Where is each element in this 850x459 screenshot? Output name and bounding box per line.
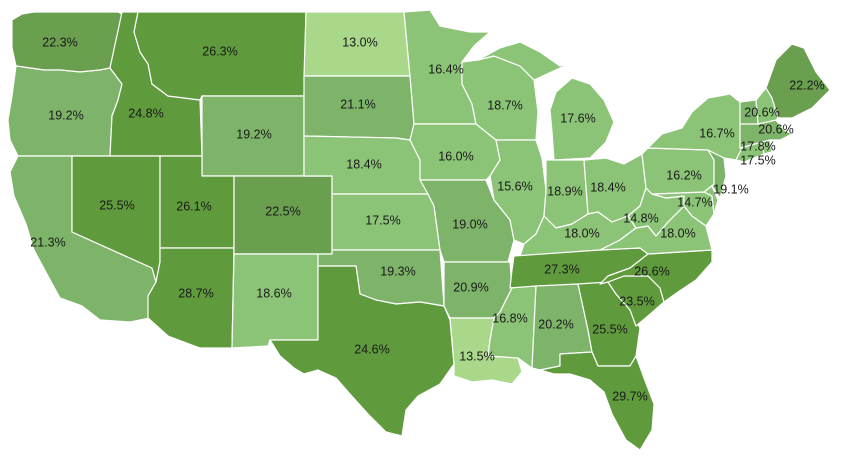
value-label-SD: 21.1% <box>340 97 375 111</box>
value-label-MT: 26.3% <box>202 44 237 58</box>
value-label-PA: 16.2% <box>666 168 701 182</box>
value-label-KY: 18.0% <box>564 226 599 240</box>
state-NM[interactable] <box>231 253 319 349</box>
value-label-CO: 22.5% <box>265 204 300 218</box>
value-label-IL: 15.6% <box>497 179 532 193</box>
state-FL[interactable] <box>539 351 655 451</box>
value-label-NY: 16.7% <box>699 126 734 140</box>
state-NJ[interactable] <box>707 149 727 199</box>
value-label-ID: 24.8% <box>128 106 163 120</box>
state-NY[interactable] <box>647 93 743 161</box>
value-label-OR: 19.2% <box>48 108 83 122</box>
lake-michigan <box>538 82 556 160</box>
state-value-labels: 22.3% 19.2% 21.3% 24.8% 25.5% 26.3% 19.2% 26.1%… <box>30 35 824 403</box>
value-label-VA: 18.0% <box>660 226 695 240</box>
value-label-MI: 17.6% <box>560 111 595 125</box>
value-label-NE: 18.4% <box>346 157 381 171</box>
state-TX[interactable] <box>269 265 455 437</box>
value-label-UT: 26.1% <box>176 199 211 213</box>
value-label-WA: 22.3% <box>42 35 77 49</box>
value-label-GA: 25.5% <box>592 322 627 336</box>
value-label-FL: 29.7% <box>612 389 647 403</box>
value-label-MS: 16.8% <box>492 311 527 325</box>
value-label-WV: 14.8% <box>623 211 658 225</box>
value-label-SC: 23.5% <box>619 294 654 308</box>
value-label-NM: 18.6% <box>256 286 291 300</box>
value-label-CA: 21.3% <box>30 235 65 249</box>
value-label-NC: 26.6% <box>634 264 669 278</box>
value-label-VT: 20.6% <box>758 122 793 136</box>
value-label-KS: 17.5% <box>365 213 400 227</box>
value-label-TN: 27.3% <box>544 262 579 276</box>
value-label-OH: 18.4% <box>590 180 625 194</box>
value-label-WI: 18.7% <box>487 98 522 112</box>
value-label-MN: 16.4% <box>428 62 463 76</box>
value-label-OK: 19.3% <box>380 264 415 278</box>
state-ME[interactable] <box>765 43 831 119</box>
value-label-MO: 19.0% <box>452 217 487 231</box>
value-label-TX: 24.6% <box>354 342 389 356</box>
value-label-AL: 20.2% <box>538 317 573 331</box>
value-label-IN: 18.9% <box>547 184 582 198</box>
state-shapes <box>7 9 831 451</box>
value-label-IA: 16.0% <box>438 149 473 163</box>
value-label-LA: 13.5% <box>459 349 494 363</box>
value-label-NJ: 19.1% <box>713 182 748 196</box>
value-label-CT: 17.5% <box>740 153 775 167</box>
state-NC[interactable] <box>599 249 713 303</box>
state-MA[interactable] <box>739 119 793 149</box>
lake-superior <box>490 30 560 52</box>
value-label-MD: 14.7% <box>677 195 712 209</box>
value-label-MA: 20.6% <box>744 105 779 119</box>
value-label-ME: 22.2% <box>789 78 824 92</box>
value-label-AR: 20.9% <box>453 280 488 294</box>
value-label-ND: 13.0% <box>342 35 377 49</box>
value-label-NV: 25.5% <box>99 198 134 212</box>
value-label-AZ: 28.7% <box>178 286 213 300</box>
value-label-WY: 19.2% <box>236 127 271 141</box>
value-label-RI: 17.8% <box>740 139 775 153</box>
